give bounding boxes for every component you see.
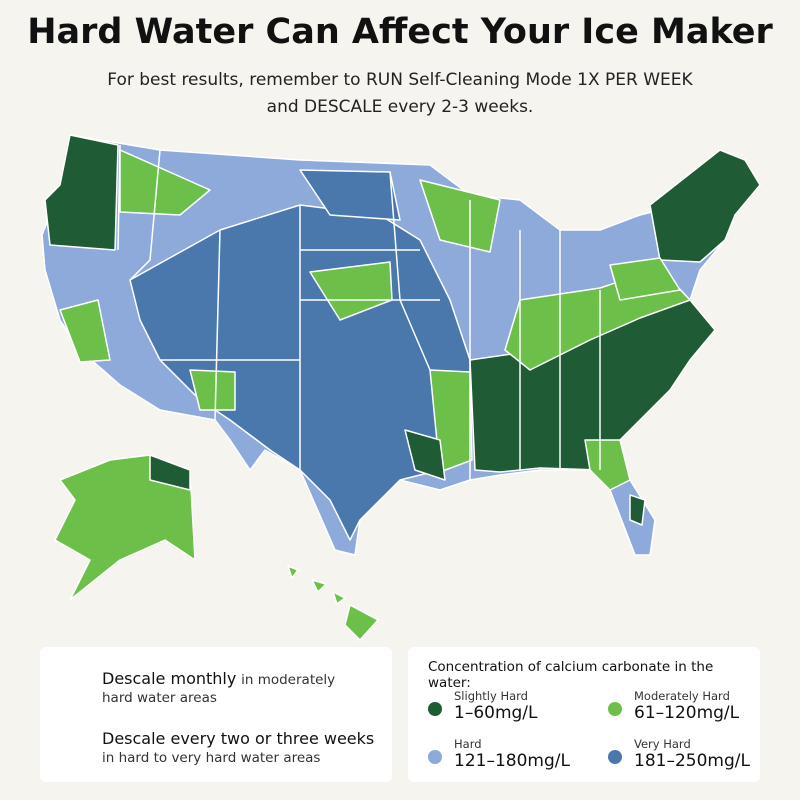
alaska-patch (149, 454, 191, 491)
hawaii (344, 604, 379, 641)
legend-item: Slightly Hard 1–60mg/L (454, 689, 538, 723)
very-hard-region (299, 169, 401, 221)
advice-detail: in moderately (241, 672, 336, 688)
advice-detail: in hard to very hard water areas (102, 750, 321, 766)
legend-label: Very Hard (634, 737, 691, 751)
legend-range: 121–180mg/L (454, 751, 570, 771)
hawaii (311, 579, 327, 593)
moderate-patch (119, 149, 211, 216)
legend-title: Concentration of calcium carbonate in th… (428, 659, 714, 691)
hawaii (332, 591, 346, 605)
legend-range: 1–60mg/L (454, 703, 538, 723)
title: Hard Water Can Affect Your Ice Maker (27, 12, 773, 52)
moderate-patch (59, 299, 111, 363)
slightly-hard-northwest (44, 134, 119, 251)
subtitle: For best results, remember to RUN Self-C… (107, 70, 693, 90)
subtitle: and DESCALE every 2-3 weeks. (266, 97, 534, 117)
advice-panel: Descale monthly in moderately hard water… (40, 647, 392, 782)
legend-range: 181–250mg/L (634, 751, 750, 771)
legend-label: Hard (454, 737, 482, 751)
advice: Descale monthly in moderately hard water… (102, 669, 335, 706)
legend-item: Moderately Hard 61–120mg/L (634, 689, 739, 723)
state-borders (117, 144, 601, 480)
legend-item: Very Hard 181–250mg/L (634, 737, 750, 771)
advice-heading: Descale every two or three weeks (102, 729, 375, 748)
legend-label: Slightly Hard (454, 689, 528, 703)
legend-swatch (428, 750, 442, 764)
moderate-patch (419, 179, 501, 253)
moderate-patch (609, 257, 681, 301)
legend-panel: Concentration of calcium carbonate in th… (408, 647, 760, 782)
slightly-hard-patch (404, 429, 446, 481)
alaska (54, 454, 196, 601)
legend-swatch (608, 702, 622, 716)
moderate-patch (584, 439, 631, 491)
advice-detail: hard water areas (102, 690, 217, 706)
slightly-hard-northeast (649, 149, 761, 263)
advice-heading: Descale monthly (102, 669, 237, 688)
legend-label: Moderately Hard (634, 689, 730, 703)
hawaii (287, 565, 299, 579)
legend-swatch (608, 750, 622, 764)
legend-range: 61–120mg/L (634, 703, 740, 723)
slightly-hard-patch (629, 494, 646, 526)
moderate-patch (189, 369, 236, 411)
legend-swatch (428, 702, 442, 716)
legend-item: Hard 121–180mg/L (454, 737, 570, 771)
advice: Descale every two or three weeks in hard… (102, 729, 374, 766)
